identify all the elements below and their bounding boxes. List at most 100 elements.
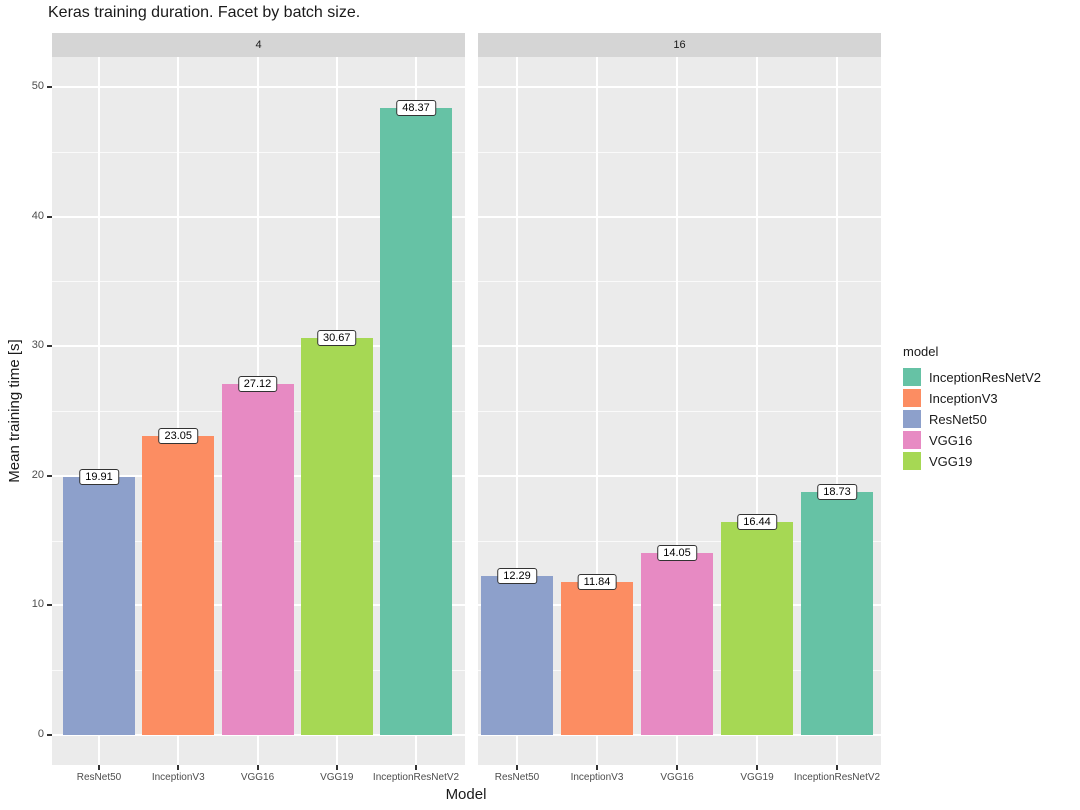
legend-swatch-inceptionresnetv2 (903, 368, 921, 386)
facet-panel: 19.91 23.05 27.12 30.67 48.37 (52, 57, 465, 765)
y-tick-label: 20 (31, 468, 44, 481)
bar-value-label: 30.67 (316, 329, 357, 346)
legend-entries: InceptionResNetV2 InceptionV3 ResNet50 VGG1… (903, 368, 1041, 470)
x-tick-label: InceptionV3 (570, 772, 624, 783)
facet-panel: 12.29 11.84 14.05 16.44 18.73 (478, 57, 881, 765)
x-tick-label: InceptionResNetV2 (372, 772, 460, 783)
bar-inceptionv3 (561, 581, 633, 735)
gridline-major (478, 215, 881, 218)
facet-strip-label: 16 (673, 39, 686, 51)
gridline-major (52, 734, 465, 736)
bar-vgg19 (721, 521, 793, 735)
legend-entry-label: InceptionV3 (929, 390, 998, 406)
gridline-minor (478, 151, 881, 153)
x-tick-label: ResNet50 (76, 772, 122, 783)
x-tick-mark (516, 765, 518, 770)
bar-resnet50 (481, 575, 553, 735)
gridline-vertical (676, 57, 678, 765)
x-tick-label: InceptionV3 (151, 772, 205, 783)
gridline-vertical (177, 57, 180, 765)
x-tick-mark (177, 765, 180, 770)
gridline-major (52, 86, 465, 88)
y-tick-label: 40 (31, 209, 44, 222)
x-tick-mark (756, 765, 758, 770)
gridline-minor (52, 281, 465, 283)
gridline-vertical (516, 57, 518, 765)
bar-value-label: 27.12 (237, 375, 278, 392)
x-tick-label: VGG19 (320, 772, 354, 783)
bar-value-label: 11.84 (577, 573, 617, 590)
bar-inceptionresnetv2 (801, 492, 873, 735)
gridline-minor (478, 281, 881, 283)
bar-value-label: 12.29 (497, 567, 537, 584)
y-tick-label: 30 (31, 339, 44, 352)
bar-vgg16 (641, 552, 713, 735)
x-tick-mark (256, 765, 259, 770)
legend-swatch-vgg19 (903, 452, 921, 470)
y-tick-label: 50 (31, 80, 44, 92)
legend-swatch-resnet50 (903, 410, 921, 428)
y-tick-mark (47, 215, 52, 218)
x-tick-label: InceptionResNetV2 (793, 772, 881, 783)
x-axis-title: Model (445, 786, 487, 803)
y-tick-mark (47, 345, 52, 348)
y-tick-mark (47, 734, 52, 736)
legend-entry: VGG16 (903, 431, 1041, 449)
legend-entry-label: InceptionResNetV2 (929, 369, 1042, 385)
gridline-vertical (98, 57, 100, 765)
x-tick-label: ResNet50 (494, 772, 540, 783)
y-tick-label: 0 (37, 728, 44, 740)
x-tick-label: VGG16 (240, 772, 275, 783)
bar-value-label: 48.37 (396, 100, 436, 117)
legend-swatch-vgg16 (903, 431, 921, 449)
x-tick-mark (415, 765, 417, 770)
gridline-major (478, 734, 881, 736)
bar-inceptionresnetv2 (380, 108, 452, 735)
legend: model InceptionResNetV2 InceptionV3 ResNet… (903, 344, 1041, 473)
y-tick-mark (47, 604, 52, 607)
bar-vgg19 (300, 337, 373, 735)
bar-vgg16 (221, 383, 294, 735)
gridline-major (478, 345, 881, 348)
facet-strip: 4 (52, 33, 465, 57)
gridline-vertical (596, 57, 598, 765)
x-tick-label: VGG16 (660, 772, 694, 783)
chart-title: Keras training duration. Facet by batch … (48, 4, 361, 21)
x-tick-mark (596, 765, 598, 770)
legend-entry: ResNet50 (903, 410, 1041, 428)
x-tick-mark (676, 765, 678, 770)
x-tick-mark (836, 765, 838, 770)
x-tick-mark (98, 765, 100, 770)
gridline-vertical (756, 57, 758, 765)
bar-inceptionv3 (142, 436, 215, 735)
gridline-vertical (836, 57, 838, 765)
bar-value-label: 16.44 (737, 513, 777, 530)
legend-entry-label: ResNet50 (929, 411, 987, 427)
gridline-major (52, 345, 465, 348)
legend-swatch-inceptionv3 (903, 389, 921, 407)
gridline-major (478, 86, 881, 88)
y-tick-mark (47, 474, 52, 477)
x-tick-label: VGG19 (740, 772, 774, 783)
gridline-minor (52, 151, 465, 153)
legend-entry: InceptionV3 (903, 389, 1041, 407)
bar-value-label: 18.73 (817, 484, 857, 501)
facet-strip: 16 (478, 33, 881, 57)
bar-resnet50 (63, 476, 135, 735)
bar-value-label: 19.91 (79, 468, 119, 485)
gridline-major (52, 215, 465, 218)
legend-title: model (903, 344, 939, 359)
gridline-minor (478, 540, 881, 542)
legend-entry: InceptionResNetV2 (903, 368, 1041, 386)
bar-value-label: 14.05 (657, 544, 697, 561)
gridline-minor (478, 411, 881, 412)
facet-strip-label: 4 (255, 39, 262, 51)
gridline-major (478, 474, 881, 477)
legend-entry-label: VGG19 (929, 453, 973, 469)
legend-entry: VGG19 (903, 452, 1041, 470)
x-tick-mark (335, 765, 338, 770)
y-tick-mark (47, 86, 52, 88)
legend-entry-label: VGG16 (929, 432, 973, 448)
y-tick-label: 10 (31, 598, 44, 611)
